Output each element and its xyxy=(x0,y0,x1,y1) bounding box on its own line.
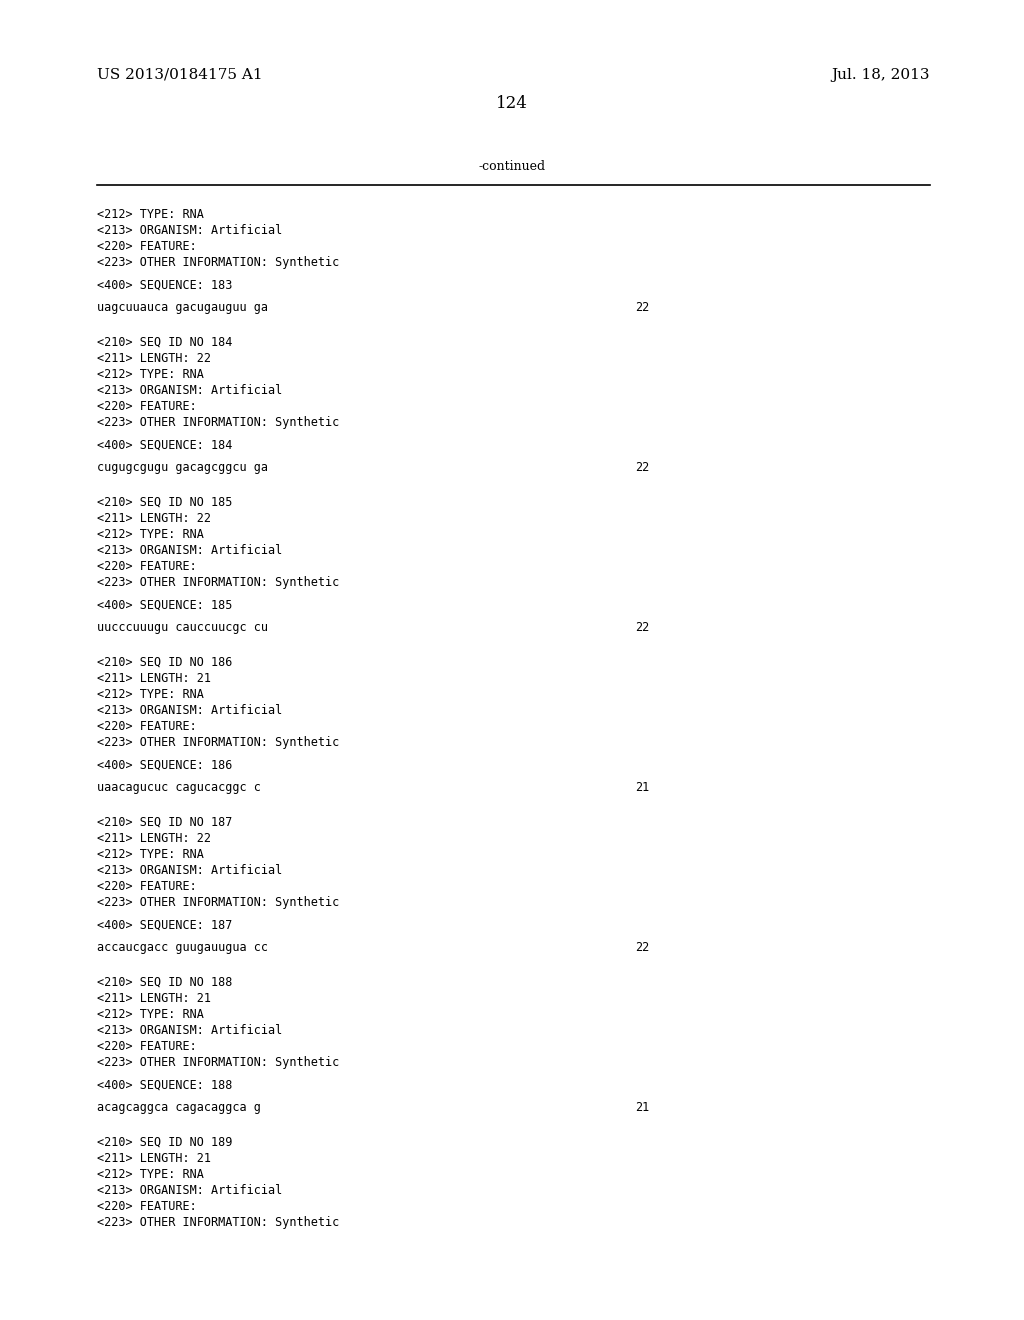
Text: <212> TYPE: RNA: <212> TYPE: RNA xyxy=(97,1008,204,1020)
Text: <220> FEATURE:: <220> FEATURE: xyxy=(97,1040,197,1053)
Text: <210> SEQ ID NO 188: <210> SEQ ID NO 188 xyxy=(97,975,232,989)
Text: <212> TYPE: RNA: <212> TYPE: RNA xyxy=(97,847,204,861)
Text: <400> SEQUENCE: 187: <400> SEQUENCE: 187 xyxy=(97,919,232,932)
Text: uaacagucuc cagucacggc c: uaacagucuc cagucacggc c xyxy=(97,781,261,795)
Text: <211> LENGTH: 21: <211> LENGTH: 21 xyxy=(97,993,211,1005)
Text: <400> SEQUENCE: 183: <400> SEQUENCE: 183 xyxy=(97,279,232,292)
Text: 21: 21 xyxy=(635,781,649,795)
Text: <213> ORGANISM: Artificial: <213> ORGANISM: Artificial xyxy=(97,544,283,557)
Text: <223> OTHER INFORMATION: Synthetic: <223> OTHER INFORMATION: Synthetic xyxy=(97,737,340,748)
Text: <223> OTHER INFORMATION: Synthetic: <223> OTHER INFORMATION: Synthetic xyxy=(97,1056,340,1069)
Text: <211> LENGTH: 21: <211> LENGTH: 21 xyxy=(97,1152,211,1166)
Text: -continued: -continued xyxy=(478,160,546,173)
Text: 22: 22 xyxy=(635,941,649,954)
Text: <210> SEQ ID NO 185: <210> SEQ ID NO 185 xyxy=(97,496,232,510)
Text: <220> FEATURE:: <220> FEATURE: xyxy=(97,400,197,413)
Text: <212> TYPE: RNA: <212> TYPE: RNA xyxy=(97,209,204,220)
Text: <220> FEATURE:: <220> FEATURE: xyxy=(97,1200,197,1213)
Text: <213> ORGANISM: Artificial: <213> ORGANISM: Artificial xyxy=(97,384,283,397)
Text: 22: 22 xyxy=(635,461,649,474)
Text: <220> FEATURE:: <220> FEATURE: xyxy=(97,240,197,253)
Text: <213> ORGANISM: Artificial: <213> ORGANISM: Artificial xyxy=(97,1184,283,1197)
Text: 22: 22 xyxy=(635,301,649,314)
Text: acagcaggca cagacaggca g: acagcaggca cagacaggca g xyxy=(97,1101,261,1114)
Text: <212> TYPE: RNA: <212> TYPE: RNA xyxy=(97,1168,204,1181)
Text: 21: 21 xyxy=(635,1101,649,1114)
Text: uagcuuauca gacugauguu ga: uagcuuauca gacugauguu ga xyxy=(97,301,268,314)
Text: <212> TYPE: RNA: <212> TYPE: RNA xyxy=(97,528,204,541)
Text: <223> OTHER INFORMATION: Synthetic: <223> OTHER INFORMATION: Synthetic xyxy=(97,1216,340,1229)
Text: <223> OTHER INFORMATION: Synthetic: <223> OTHER INFORMATION: Synthetic xyxy=(97,256,340,269)
Text: <210> SEQ ID NO 186: <210> SEQ ID NO 186 xyxy=(97,656,232,669)
Text: <210> SEQ ID NO 189: <210> SEQ ID NO 189 xyxy=(97,1137,232,1148)
Text: <223> OTHER INFORMATION: Synthetic: <223> OTHER INFORMATION: Synthetic xyxy=(97,896,340,909)
Text: uucccuuugu cauccuucgc cu: uucccuuugu cauccuucgc cu xyxy=(97,620,268,634)
Text: <210> SEQ ID NO 187: <210> SEQ ID NO 187 xyxy=(97,816,232,829)
Text: <212> TYPE: RNA: <212> TYPE: RNA xyxy=(97,688,204,701)
Text: <211> LENGTH: 22: <211> LENGTH: 22 xyxy=(97,352,211,366)
Text: <213> ORGANISM: Artificial: <213> ORGANISM: Artificial xyxy=(97,1024,283,1038)
Text: <220> FEATURE:: <220> FEATURE: xyxy=(97,560,197,573)
Text: <211> LENGTH: 22: <211> LENGTH: 22 xyxy=(97,832,211,845)
Text: <211> LENGTH: 22: <211> LENGTH: 22 xyxy=(97,512,211,525)
Text: <213> ORGANISM: Artificial: <213> ORGANISM: Artificial xyxy=(97,704,283,717)
Text: US 2013/0184175 A1: US 2013/0184175 A1 xyxy=(97,69,262,82)
Text: cugugcgugu gacagcggcu ga: cugugcgugu gacagcggcu ga xyxy=(97,461,268,474)
Text: <213> ORGANISM: Artificial: <213> ORGANISM: Artificial xyxy=(97,224,283,238)
Text: accaucgacc guugauugua cc: accaucgacc guugauugua cc xyxy=(97,941,268,954)
Text: <223> OTHER INFORMATION: Synthetic: <223> OTHER INFORMATION: Synthetic xyxy=(97,576,340,589)
Text: <400> SEQUENCE: 186: <400> SEQUENCE: 186 xyxy=(97,759,232,772)
Text: <400> SEQUENCE: 188: <400> SEQUENCE: 188 xyxy=(97,1078,232,1092)
Text: <212> TYPE: RNA: <212> TYPE: RNA xyxy=(97,368,204,381)
Text: <210> SEQ ID NO 184: <210> SEQ ID NO 184 xyxy=(97,337,232,348)
Text: 22: 22 xyxy=(635,620,649,634)
Text: <213> ORGANISM: Artificial: <213> ORGANISM: Artificial xyxy=(97,865,283,876)
Text: <400> SEQUENCE: 185: <400> SEQUENCE: 185 xyxy=(97,599,232,612)
Text: <211> LENGTH: 21: <211> LENGTH: 21 xyxy=(97,672,211,685)
Text: <220> FEATURE:: <220> FEATURE: xyxy=(97,719,197,733)
Text: Jul. 18, 2013: Jul. 18, 2013 xyxy=(831,69,930,82)
Text: <223> OTHER INFORMATION: Synthetic: <223> OTHER INFORMATION: Synthetic xyxy=(97,416,340,429)
Text: 124: 124 xyxy=(496,95,528,112)
Text: <220> FEATURE:: <220> FEATURE: xyxy=(97,880,197,894)
Text: <400> SEQUENCE: 184: <400> SEQUENCE: 184 xyxy=(97,440,232,451)
